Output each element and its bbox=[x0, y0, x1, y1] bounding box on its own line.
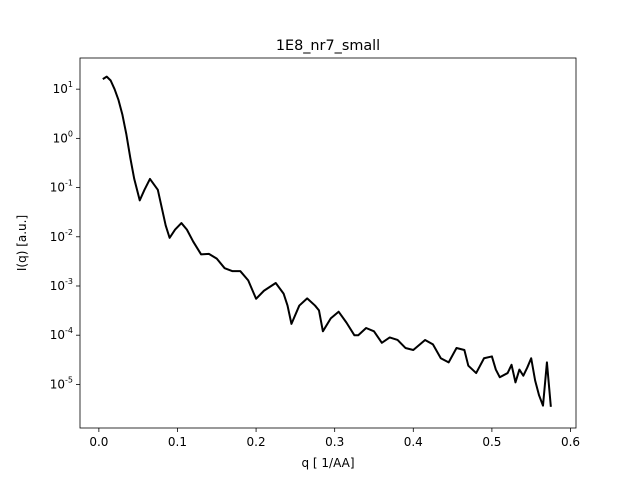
x-tick-label: 0.4 bbox=[404, 435, 423, 449]
x-tick-label: 0.3 bbox=[325, 435, 344, 449]
y-tick-label: 10-4 bbox=[50, 326, 73, 342]
x-tick-label: 0.0 bbox=[89, 435, 108, 449]
y-tick-label: 10-3 bbox=[50, 277, 73, 293]
x-tick-label: 0.6 bbox=[561, 435, 580, 449]
y-axis-label: I(q) [a.u.] bbox=[15, 215, 29, 271]
y-tick-label: 10-2 bbox=[50, 228, 73, 244]
data-line bbox=[102, 75, 552, 407]
x-tick-label: 0.2 bbox=[247, 435, 266, 449]
x-tick-label: 0.1 bbox=[168, 435, 187, 449]
y-tick-label: 10-1 bbox=[50, 179, 73, 195]
y-tick-label: 10-5 bbox=[50, 375, 73, 391]
y-tick-label: 100 bbox=[53, 129, 73, 145]
plot-frame bbox=[79, 57, 577, 429]
chart-title: 1E8_nr7_small bbox=[276, 38, 380, 54]
x-axis-label: q [ 1/AA] bbox=[301, 456, 354, 470]
x-tick-label: 0.5 bbox=[482, 435, 501, 449]
y-tick-label: 101 bbox=[53, 80, 73, 96]
